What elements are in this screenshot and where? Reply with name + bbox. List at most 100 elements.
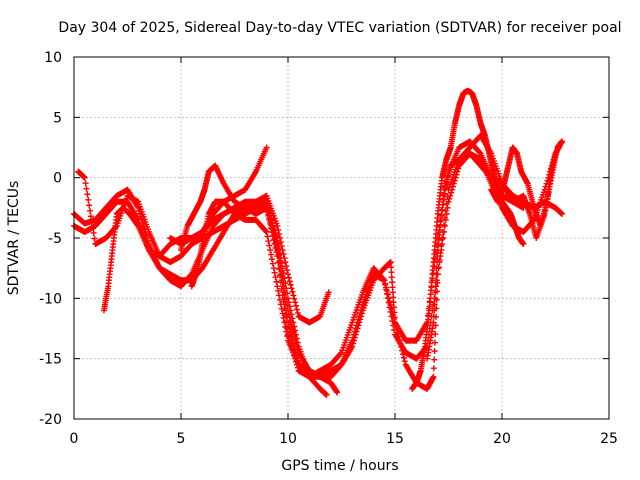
data-point	[286, 278, 293, 285]
y-tick-label: 0	[53, 171, 62, 187]
data-point	[433, 271, 440, 278]
data-point	[451, 177, 458, 184]
y-tick-label: 5	[53, 110, 62, 126]
data-point	[435, 242, 442, 249]
data-point	[272, 245, 279, 252]
data-point	[87, 213, 94, 220]
data-point	[443, 210, 450, 217]
data-point	[454, 168, 461, 175]
data-point	[287, 281, 294, 288]
data-point	[389, 279, 396, 286]
data-point	[276, 265, 283, 272]
data-point	[277, 239, 284, 246]
tick-labels: 0 5 10 15 20 25 -20 -15 -10 -5 0 5 10	[39, 50, 618, 447]
data-point	[433, 277, 440, 284]
data-point	[81, 174, 88, 181]
data-point	[277, 301, 284, 308]
data-point	[271, 241, 278, 248]
data-point	[440, 196, 447, 203]
data-point	[400, 351, 407, 358]
data-point	[276, 296, 283, 303]
data-point	[281, 295, 288, 302]
data-point	[290, 292, 297, 299]
data-point	[276, 235, 283, 241]
data-point	[337, 350, 344, 357]
data-point	[274, 253, 281, 260]
data-point	[431, 295, 438, 302]
data-point	[281, 319, 288, 326]
data-point	[263, 204, 270, 211]
data-point	[452, 174, 459, 181]
data-point	[267, 220, 274, 227]
data-point	[283, 328, 290, 335]
data-point	[276, 266, 283, 273]
data-point	[84, 191, 91, 198]
data-point	[294, 309, 301, 316]
x-tick-label: 10	[279, 431, 297, 447]
data-point	[268, 224, 275, 231]
data-point	[431, 356, 438, 363]
data-point	[432, 283, 439, 290]
data-point	[396, 337, 403, 344]
data-point	[262, 227, 269, 234]
data-point	[441, 190, 448, 197]
data-point	[283, 263, 290, 270]
x-tick-label: 0	[70, 431, 79, 447]
data-point	[134, 221, 141, 228]
data-point	[552, 150, 559, 157]
data-point	[520, 241, 527, 248]
data-point	[440, 191, 447, 198]
data-point	[264, 233, 271, 240]
data-point	[334, 389, 341, 396]
data-point	[293, 306, 300, 313]
data-point	[439, 201, 446, 208]
data-point	[325, 289, 332, 296]
y-tick-label: -20	[39, 412, 62, 428]
data-point	[447, 192, 454, 199]
data-point	[430, 373, 437, 380]
data-point	[270, 265, 277, 272]
data-point	[389, 289, 396, 296]
data-point	[85, 196, 92, 203]
chart-title: Day 304 of 2025, Sidereal Day-to-day VTE…	[58, 20, 621, 36]
data-point	[285, 274, 292, 281]
data-point	[281, 255, 288, 262]
data-point	[434, 253, 441, 260]
data-point	[445, 198, 452, 205]
data-point	[558, 138, 565, 145]
data-point	[288, 285, 295, 292]
data-point	[285, 271, 291, 278]
data-point	[441, 228, 448, 235]
data-point	[350, 337, 357, 344]
data-point	[352, 331, 359, 338]
data-point	[430, 313, 437, 320]
data-point	[268, 228, 275, 235]
data-point	[274, 222, 281, 229]
data-point	[430, 365, 437, 372]
data-point	[394, 330, 401, 337]
data-point	[266, 216, 273, 223]
x-tick-label: 15	[386, 431, 404, 447]
data-point	[263, 144, 270, 151]
data-point	[280, 251, 287, 258]
y-tick-label: -5	[48, 231, 62, 247]
data-point	[349, 343, 356, 350]
data-point	[391, 309, 398, 316]
data-point	[444, 204, 451, 211]
data-point	[434, 259, 441, 266]
data-point	[391, 314, 398, 321]
data-point	[276, 292, 283, 299]
data-point	[399, 347, 406, 354]
data-point	[388, 313, 395, 320]
data-point	[390, 294, 397, 301]
data-point	[435, 237, 442, 244]
data-point	[397, 340, 404, 347]
data-point	[90, 229, 97, 236]
data-point	[263, 228, 270, 235]
data-point	[355, 322, 362, 329]
data-point	[276, 230, 283, 237]
x-axis-label: GPS time / hours	[281, 458, 398, 474]
data-point	[389, 284, 396, 291]
data-point	[359, 310, 366, 317]
